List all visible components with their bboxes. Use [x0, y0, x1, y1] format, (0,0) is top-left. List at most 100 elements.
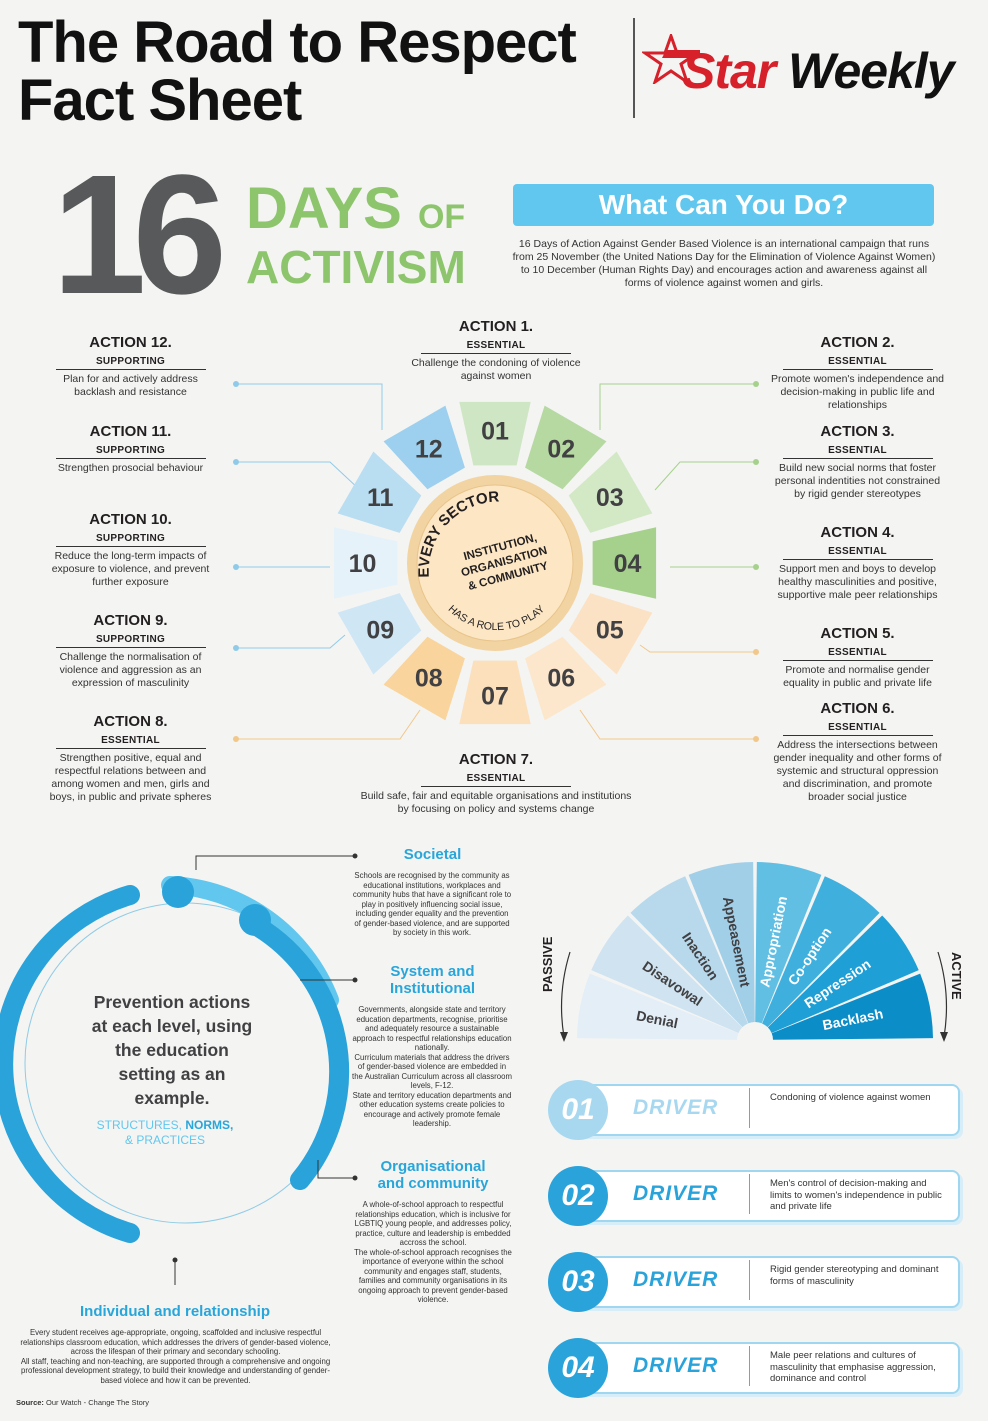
action-title: ACTION 11.	[89, 423, 172, 440]
prevention-heading: Prevention actions at each level, using …	[52, 990, 292, 1110]
wheel-segment-02	[525, 405, 607, 490]
wheel-segment-03	[568, 451, 653, 533]
wheel-segment-01	[459, 401, 531, 466]
action-category: ESSENTIAL	[421, 339, 571, 354]
action-8: ACTION 8. ESSENTIAL Strengthen positive,…	[48, 713, 213, 804]
wheel-segment-06	[525, 636, 607, 721]
hero-number: 16	[52, 140, 227, 330]
action-connectors	[233, 381, 759, 742]
action-desc: Build new social norms that foster perso…	[774, 462, 941, 500]
organisational-body-p1: A whole-of-school approach to respectful…	[354, 1200, 512, 1247]
action-desc: Challenge the condoning of violence agai…	[411, 357, 581, 382]
system-body-p2: Curriculum materials that address the dr…	[352, 1052, 512, 1091]
action-desc: Promote and normalise gender equality in…	[783, 664, 932, 689]
driver-box	[576, 1170, 960, 1222]
action-category: SUPPORTING	[55, 532, 206, 547]
societal-body: Schools are recognised by the community …	[352, 871, 512, 937]
title-line-1: The Road to Respect	[18, 10, 577, 75]
action-title: ACTION 10.	[89, 511, 172, 528]
driver-separator	[749, 1174, 750, 1214]
hero-days-text: DAYS	[246, 176, 402, 241]
right-arc	[240, 912, 350, 1190]
action-category: SUPPORTING	[55, 633, 206, 648]
action-title: ACTION 1.	[458, 318, 534, 335]
organisational-title-line1: Organisational	[380, 1158, 486, 1175]
action-3: ACTION 3. ESSENTIAL Build new social nor…	[770, 423, 945, 501]
prevention-line: at each level, using	[91, 1016, 253, 1036]
wheel-segment-04	[592, 527, 657, 599]
driver-separator	[749, 1088, 750, 1128]
action-desc: Plan for and actively address backlash a…	[63, 373, 198, 398]
wheel-segment-label: 05	[596, 616, 624, 644]
practices-label: & PRACTICES	[124, 1133, 205, 1147]
driver-number: 04	[548, 1338, 608, 1398]
action-7: ACTION 7. ESSENTIAL Build safe, fair and…	[355, 751, 637, 816]
wheel-segment-label: 07	[481, 683, 509, 711]
page-title: The Road to Respect Fact Sheet	[18, 10, 577, 130]
wheel-center-inner	[416, 484, 574, 642]
action-category: ESSENTIAL	[421, 772, 571, 787]
logo-weekly-text: Weekly	[788, 43, 954, 99]
source-text: Our Watch - Change The Story	[46, 1398, 149, 1407]
organisational-title-line2: and community	[377, 1175, 489, 1192]
logo-wordmark: Star Weekly	[682, 42, 955, 100]
active-label: ACTIVE	[949, 952, 964, 1000]
wheel-segment-label: 02	[547, 435, 575, 463]
wheel-segment-09	[337, 593, 422, 675]
gauge-segment	[767, 915, 919, 1033]
gauge-segment	[755, 862, 822, 1024]
driver-separator	[749, 1260, 750, 1300]
action-category: SUPPORTING	[55, 444, 206, 459]
action-12: ACTION 12. SUPPORTING Plan for and activ…	[48, 334, 213, 399]
action-desc: Reduce the long-term impacts of exposure…	[51, 550, 210, 588]
action-title: ACTION 6.	[820, 700, 895, 717]
driver-box	[576, 1084, 960, 1136]
action-desc: Build safe, fair and equitable organisat…	[360, 790, 632, 815]
action-title: ACTION 7.	[458, 751, 534, 768]
level-dot-societal	[162, 876, 194, 908]
action-desc: Strengthen positive, equal and respectfu…	[49, 752, 212, 803]
norms-label: NORMS,	[185, 1118, 234, 1132]
star-weekly-logo: Star Weekly	[642, 28, 977, 108]
wheel-segment-08	[383, 636, 465, 721]
organisational-body: A whole-of-school approach to respectful…	[352, 1200, 514, 1305]
driver-card-03: 03 DRIVER Rigid gender stereotyping and …	[548, 1252, 960, 1312]
what-can-you-do-banner: What Can You Do?	[513, 184, 934, 226]
header-divider	[633, 18, 635, 118]
individual-title: Individual and relationship	[79, 1303, 271, 1320]
driver-number: 02	[548, 1166, 608, 1226]
hero-activism: ACTIVISM	[246, 241, 466, 293]
driver-separator	[749, 1346, 750, 1386]
action-6: ACTION 6. ESSENTIAL Address the intersec…	[770, 700, 945, 804]
organisational-title: Organisational and community	[358, 1158, 508, 1192]
action-4: ACTION 4. ESSENTIAL Support men and boys…	[770, 524, 945, 602]
passive-arrowhead	[560, 1032, 568, 1042]
driver-desc: Condoning of violence against women	[770, 1092, 931, 1103]
action-5: ACTION 5. ESSENTIAL Promote and normalis…	[770, 625, 945, 690]
driver-box	[576, 1256, 960, 1308]
star-icon	[642, 34, 700, 84]
system-title-line2: Institutional	[390, 980, 475, 997]
driver-label: DRIVER	[633, 1096, 719, 1119]
action-title: ACTION 4.	[820, 524, 895, 541]
action-title: ACTION 2.	[820, 334, 895, 351]
intro-paragraph: 16 Days of Action Against Gender Based V…	[512, 238, 936, 289]
action-2: ACTION 2. ESSENTIAL Promote women's inde…	[770, 334, 945, 412]
gauge-segment	[630, 876, 748, 1028]
gauge-segment	[577, 973, 739, 1040]
action-11: ACTION 11. SUPPORTING Strengthen prosoci…	[48, 423, 213, 475]
wheel-segment-label: 03	[596, 484, 624, 512]
active-arrow	[937, 951, 948, 1038]
driver-label: DRIVER	[633, 1354, 719, 1377]
driver-number: 03	[548, 1252, 608, 1312]
prevention-line: setting as an	[118, 1064, 226, 1084]
wheel-segment-label: 01	[481, 418, 509, 446]
system-title-line1: System and	[390, 963, 475, 980]
wheel-segment-label: 11	[367, 484, 394, 512]
source-label: Source:	[16, 1398, 44, 1407]
system-body-p3: State and territory education department…	[352, 1090, 512, 1129]
driver-card-02: 02 DRIVER Men's control of decision-maki…	[548, 1166, 960, 1226]
prevention-line: example.	[134, 1088, 210, 1108]
